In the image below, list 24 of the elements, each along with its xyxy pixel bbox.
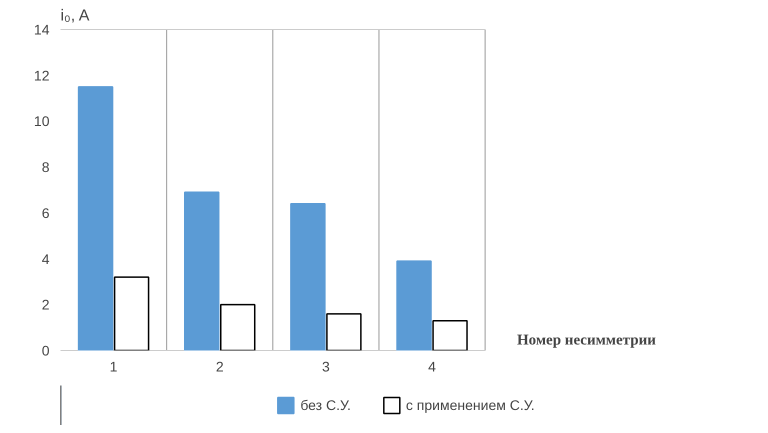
- bar: [432, 320, 468, 350]
- bar: [220, 304, 256, 350]
- y-tick-label: 2: [42, 296, 50, 313]
- y-axis-title: i₀, A: [60, 8, 90, 24]
- y-tick-label: 8: [42, 159, 50, 176]
- y-tick-label: 6: [42, 204, 50, 221]
- y-tick-label: 10: [34, 113, 50, 130]
- x-tick-label: 4: [428, 358, 436, 374]
- y-tick-label: 14: [34, 22, 50, 38]
- y-tick-label: 4: [42, 250, 50, 267]
- bar: [290, 203, 326, 350]
- y-tick-label: 12: [34, 67, 50, 84]
- bar: [78, 86, 114, 350]
- x-tick-label: 2: [216, 358, 224, 374]
- y-tick-label: 0: [42, 342, 50, 358]
- x-axis-title: Номер несимметрии: [516, 332, 656, 348]
- legend-label: без С.У.: [300, 397, 351, 413]
- x-tick-label: 1: [110, 358, 118, 374]
- x-tick-label: 3: [322, 358, 330, 374]
- bar: [184, 192, 220, 350]
- bar: [326, 313, 362, 350]
- bar: [396, 260, 432, 350]
- legend-label: с применением С.У.: [406, 397, 535, 413]
- bar: [114, 276, 150, 350]
